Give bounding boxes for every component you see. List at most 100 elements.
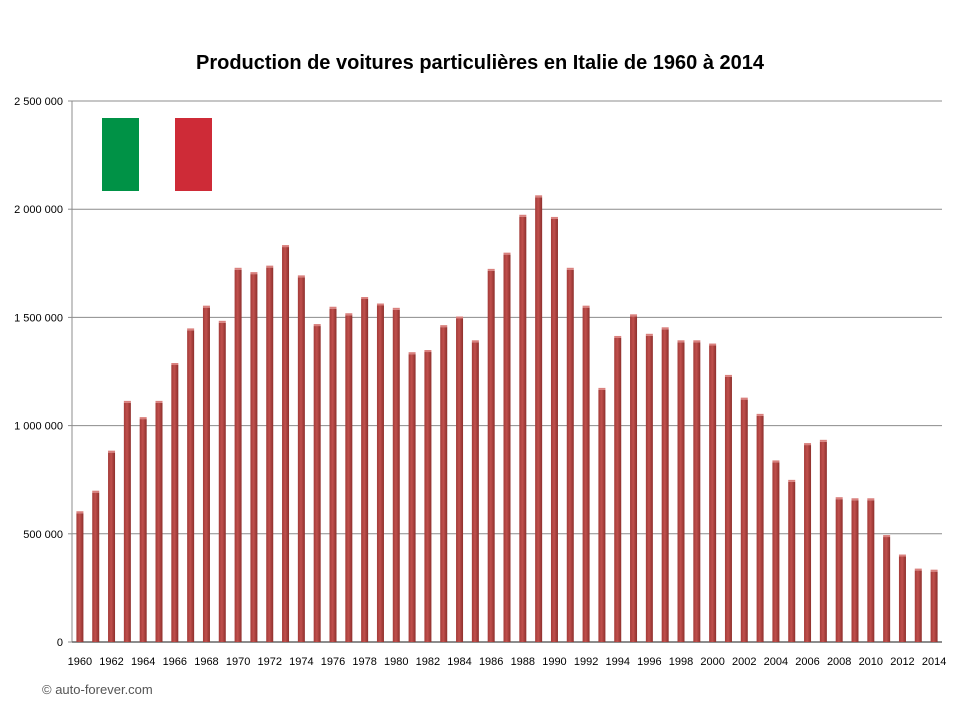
x-tick-label: 2010: [859, 656, 883, 668]
bar-top: [503, 252, 511, 255]
x-tick-label: 1990: [542, 656, 566, 668]
bar: [313, 326, 321, 642]
bar: [155, 402, 163, 642]
bar-top: [408, 352, 416, 355]
bar-top: [598, 387, 606, 390]
bar-top: [740, 397, 748, 400]
bar: [693, 342, 701, 642]
bar-top: [566, 267, 574, 270]
bar-top: [756, 413, 764, 416]
bar: [329, 308, 337, 642]
bar-top: [630, 314, 638, 317]
bar-top: [297, 275, 305, 278]
bar-top: [693, 340, 701, 343]
bar: [218, 322, 226, 642]
bar: [661, 329, 669, 642]
y-tick-label: 2 500 000: [14, 96, 63, 108]
y-tick-label: 1 500 000: [14, 312, 63, 324]
bar: [266, 267, 274, 642]
x-tick-label: 1982: [416, 656, 440, 668]
bar-top: [187, 328, 195, 331]
bar: [645, 335, 653, 642]
bar-top: [914, 568, 922, 571]
bar-top: [424, 350, 432, 353]
bar: [677, 342, 685, 642]
y-tick-label: 0: [57, 637, 63, 649]
bar-top: [234, 267, 242, 270]
bar: [709, 345, 717, 642]
bar: [471, 342, 479, 642]
bar: [740, 399, 748, 642]
bar-top: [709, 343, 717, 346]
bar: [250, 274, 258, 642]
bar: [424, 352, 432, 642]
bar-top: [788, 479, 796, 482]
bar-top: [614, 335, 622, 338]
bar-top: [139, 417, 147, 420]
bar: [171, 365, 179, 642]
bar-top: [123, 400, 131, 403]
chart-title: Production de voitures particulières en …: [195, 52, 764, 74]
x-tick-label: 1968: [194, 656, 218, 668]
bar: [108, 452, 116, 642]
bar: [503, 254, 511, 643]
bar-top: [661, 327, 669, 330]
x-tick-label: 1964: [131, 656, 155, 668]
x-tick-label: 1984: [447, 656, 471, 668]
bar: [123, 402, 131, 642]
bar: [297, 277, 305, 642]
copyright-text: © auto-forever.com: [42, 682, 153, 697]
bar: [440, 327, 448, 642]
bar: [187, 330, 195, 642]
bar: [202, 307, 210, 642]
x-tick-label: 1986: [479, 656, 503, 668]
bar: [566, 269, 574, 642]
bar: [883, 537, 891, 642]
bar-top: [282, 245, 290, 248]
y-tick-label: 2 000 000: [14, 204, 63, 216]
bar: [456, 318, 464, 642]
bar-top: [677, 340, 685, 343]
bar-top: [867, 498, 875, 501]
x-tick-label: 1978: [352, 656, 376, 668]
bar-top: [883, 535, 891, 538]
bar-top: [898, 554, 906, 557]
x-tick-label: 1996: [637, 656, 661, 668]
bar: [819, 441, 827, 642]
bar: [361, 299, 369, 642]
x-tick-label: 1974: [289, 656, 313, 668]
bar: [487, 270, 495, 642]
bar: [282, 247, 290, 642]
bar-top: [930, 569, 938, 572]
bar: [76, 513, 84, 642]
bar-top: [218, 320, 226, 323]
bar: [930, 571, 938, 642]
bar-top: [804, 443, 812, 446]
x-tick-label: 2008: [827, 656, 851, 668]
y-tick-label: 1 000 000: [14, 421, 63, 433]
bar-top: [835, 497, 843, 500]
bar-top: [266, 265, 274, 268]
bar-top: [535, 195, 543, 198]
bar-top: [519, 214, 527, 217]
x-tick-label: 1976: [321, 656, 345, 668]
bar-top: [851, 498, 859, 501]
bar-top: [329, 306, 337, 309]
x-tick-label: 1980: [384, 656, 408, 668]
bar: [851, 500, 859, 642]
bar-top: [155, 400, 163, 403]
y-tick-label: 500 000: [23, 529, 63, 541]
x-tick-label: 2014: [922, 656, 946, 668]
bar: [598, 389, 606, 642]
bar: [139, 419, 147, 642]
x-tick-label: 2004: [764, 656, 788, 668]
bar: [392, 309, 400, 642]
bar-top: [772, 460, 780, 463]
bar: [772, 462, 780, 642]
x-tick-label: 1988: [511, 656, 535, 668]
bar-top: [550, 216, 558, 219]
bar-top: [582, 305, 590, 308]
bar: [630, 316, 638, 642]
bars: [76, 195, 938, 643]
